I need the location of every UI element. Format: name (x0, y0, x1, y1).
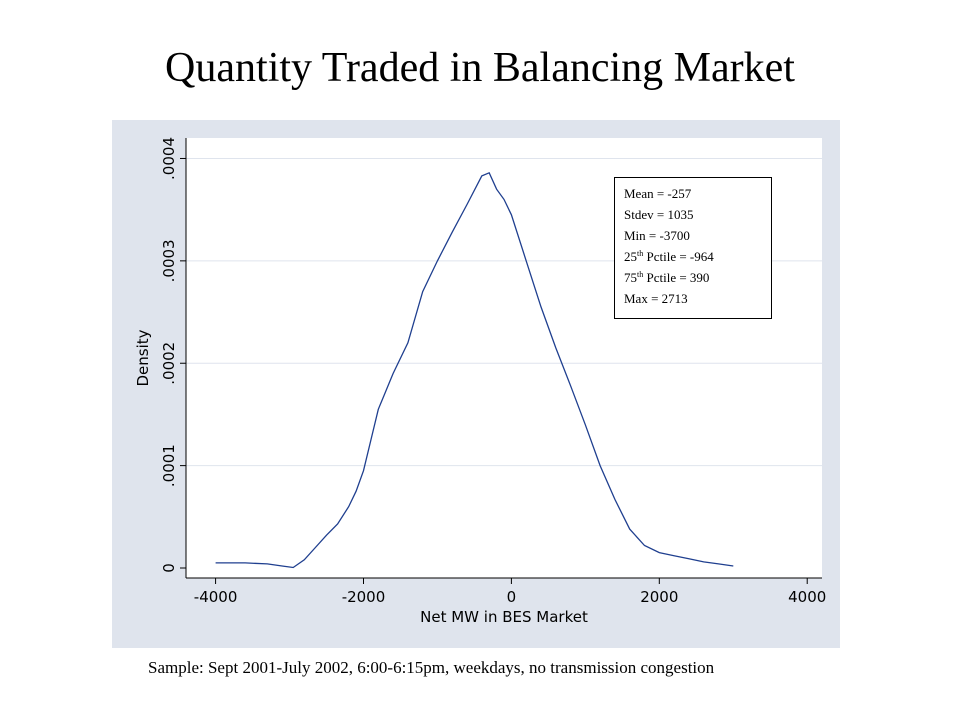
density-curve (215, 171, 734, 569)
x-tick-label: 2000 (640, 588, 678, 606)
x-tick-label: -4000 (194, 588, 238, 606)
stat-max: Max = 2713 (624, 291, 688, 306)
x-axis-label: Net MW in BES Market (420, 608, 588, 626)
stat-p75: 75th Pctile = 390 (624, 267, 771, 288)
stat-stdev: Stdev = 1035 (624, 207, 694, 222)
stat-mean: Mean = -257 (624, 186, 692, 201)
summary-stats-box: Mean = -257 Stdev = 1035 Min = -3700 25t… (614, 177, 772, 319)
y-tick-label: .0003 (160, 239, 178, 282)
y-tick-label: 0 (160, 563, 178, 573)
axis-ticks: 0 .0001 .0002 .0003 .0004 -4000 -2000 0 2000 4000 (160, 137, 826, 606)
y-tick-label: .0004 (160, 137, 178, 180)
y-tick-label: .0001 (160, 444, 178, 487)
stat-p25-number: 25 (624, 249, 637, 264)
sample-footnote: Sample: Sept 2001-July 2002, 6:00-6:15pm… (148, 658, 715, 677)
slide-title: Quantity Traded in Balancing Market (165, 45, 795, 91)
stat-p25-suffix: th (637, 249, 644, 258)
stat-p75-number: 75 (624, 270, 637, 285)
stat-min: Min = -3700 (624, 228, 690, 243)
y-axis-label: Density (134, 329, 152, 386)
stat-p75-value: Pctile = 390 (643, 270, 710, 285)
y-tick-label: .0002 (160, 342, 178, 385)
x-tick-label: 4000 (788, 588, 826, 606)
x-tick-label: 0 (507, 588, 517, 606)
x-tick-label: -2000 (342, 588, 386, 606)
stat-p25: 25th Pctile = -964 (624, 246, 771, 267)
stat-p75-suffix: th (637, 270, 644, 279)
stat-p25-value: Pctile = -964 (643, 249, 714, 264)
